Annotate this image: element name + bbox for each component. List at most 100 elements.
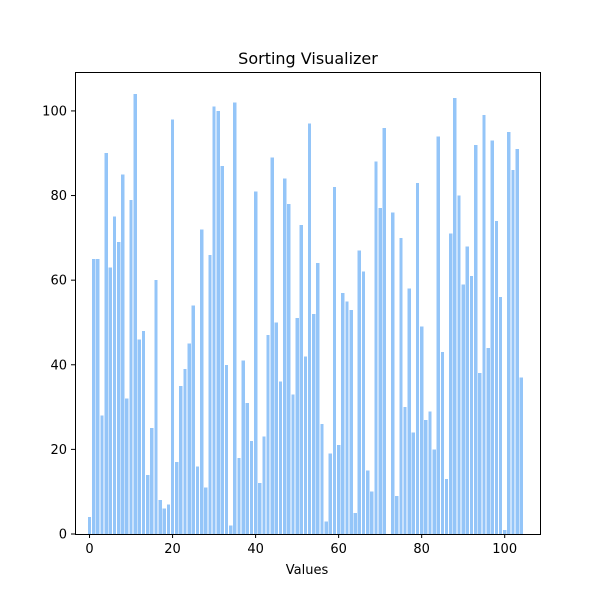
bar bbox=[121, 174, 125, 534]
bar bbox=[170, 119, 175, 534]
bar bbox=[195, 466, 200, 534]
bar bbox=[146, 474, 150, 534]
bar bbox=[100, 415, 104, 534]
bar bbox=[278, 381, 283, 534]
bar bbox=[494, 220, 499, 535]
bar bbox=[382, 127, 386, 534]
bar bbox=[191, 305, 195, 534]
bar bbox=[453, 98, 457, 534]
bar bbox=[511, 170, 515, 534]
plot-frame bbox=[75, 72, 541, 535]
bar bbox=[332, 187, 337, 534]
bar bbox=[116, 242, 121, 534]
bar bbox=[465, 246, 469, 534]
x-tick-label: 0 bbox=[85, 542, 93, 557]
bar bbox=[461, 284, 465, 534]
bar bbox=[420, 326, 424, 534]
bar bbox=[262, 436, 266, 534]
bar bbox=[129, 199, 133, 534]
bar bbox=[108, 267, 112, 534]
bar bbox=[216, 110, 220, 535]
y-tick-label: 80 bbox=[50, 189, 67, 204]
bar bbox=[473, 144, 478, 534]
bar bbox=[316, 263, 320, 534]
bar bbox=[224, 364, 229, 534]
bar bbox=[411, 432, 416, 534]
bar bbox=[312, 314, 316, 534]
bar bbox=[341, 292, 345, 534]
bar bbox=[183, 369, 187, 534]
bar bbox=[137, 339, 142, 534]
y-tick-label: 0 bbox=[59, 528, 67, 543]
bar bbox=[336, 445, 341, 534]
bar bbox=[440, 352, 445, 534]
bar bbox=[328, 453, 332, 534]
bar bbox=[457, 195, 461, 535]
bar bbox=[428, 411, 432, 534]
chart-title: Sorting Visualizer bbox=[238, 49, 378, 68]
bar bbox=[515, 149, 519, 534]
bar bbox=[104, 153, 108, 535]
bar bbox=[154, 280, 158, 534]
bar bbox=[395, 495, 399, 534]
bar bbox=[399, 237, 403, 534]
bar bbox=[291, 394, 295, 534]
bar bbox=[299, 225, 303, 534]
bar bbox=[125, 398, 129, 534]
x-axis-label: Values bbox=[286, 563, 329, 578]
bar bbox=[486, 347, 490, 534]
bar bbox=[403, 407, 407, 534]
bar bbox=[274, 322, 279, 534]
bar bbox=[303, 356, 308, 534]
bar bbox=[258, 483, 262, 534]
y-tick-label: 100 bbox=[42, 104, 67, 119]
bar bbox=[390, 212, 395, 534]
bar bbox=[96, 259, 100, 534]
bar bbox=[204, 487, 208, 534]
bars-group bbox=[87, 94, 523, 535]
bar bbox=[432, 449, 436, 534]
x-tick-label: 40 bbox=[247, 542, 264, 557]
bar bbox=[407, 288, 411, 534]
bar bbox=[507, 132, 511, 534]
bar bbox=[370, 491, 374, 534]
bar bbox=[229, 525, 233, 534]
bar bbox=[245, 402, 249, 534]
bar bbox=[424, 419, 428, 534]
x-axis-ticks: 0 20 40 60 80 100 bbox=[85, 534, 517, 557]
x-tick-label: 60 bbox=[330, 542, 347, 557]
bar bbox=[357, 250, 362, 535]
bar bbox=[287, 204, 291, 534]
bar bbox=[187, 343, 191, 534]
x-tick-label: 80 bbox=[413, 542, 430, 557]
bar bbox=[353, 512, 357, 534]
bar bbox=[449, 233, 453, 534]
bar bbox=[469, 275, 474, 534]
bar bbox=[208, 254, 212, 534]
y-tick-label: 20 bbox=[50, 443, 67, 458]
bar bbox=[270, 157, 274, 534]
x-tick-label: 20 bbox=[164, 542, 181, 557]
bar bbox=[179, 385, 183, 534]
bar bbox=[133, 94, 137, 534]
y-tick-label: 60 bbox=[50, 274, 67, 289]
bar bbox=[199, 229, 204, 534]
bar bbox=[436, 136, 440, 534]
x-tick-label: 100 bbox=[492, 542, 517, 557]
bar bbox=[212, 106, 216, 534]
bar bbox=[324, 521, 328, 534]
bar bbox=[112, 216, 117, 534]
bar bbox=[150, 428, 154, 534]
bar bbox=[361, 271, 366, 534]
bar bbox=[498, 297, 503, 534]
y-tick-label: 40 bbox=[50, 358, 67, 373]
bar bbox=[307, 123, 312, 535]
bar bbox=[87, 517, 92, 534]
bar bbox=[415, 182, 420, 534]
bar bbox=[349, 309, 353, 534]
bar bbox=[320, 424, 324, 534]
bar bbox=[482, 115, 486, 535]
bar bbox=[444, 479, 449, 534]
bar bbox=[241, 360, 245, 534]
